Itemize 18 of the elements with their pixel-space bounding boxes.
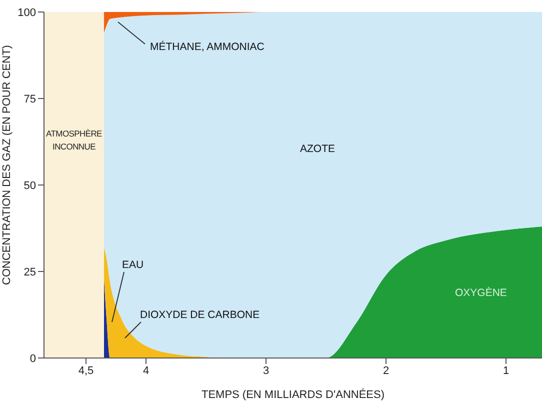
x-tick-label: 4 bbox=[142, 364, 150, 377]
text: MÉTHANE, AMMONIAC bbox=[150, 40, 265, 53]
x-tick-label: 2 bbox=[382, 364, 390, 377]
band-label: ATMOSPHÈRE INCONNUE bbox=[46, 128, 103, 152]
x-tick-label: 3 bbox=[262, 364, 270, 377]
series-label: AZOTE bbox=[300, 143, 336, 155]
series-label: EAU bbox=[122, 259, 144, 271]
series-label: DIOXYDE DE CARBONE bbox=[140, 309, 260, 321]
x-tick-label: 4,5 bbox=[78, 364, 94, 377]
y-tick-label: 50 bbox=[24, 180, 36, 192]
y-tick-label: 25 bbox=[24, 266, 36, 278]
y-tick-label: 100 bbox=[18, 6, 36, 19]
series-label: OXYGÈNE bbox=[455, 286, 507, 299]
y-tick-label: 0 bbox=[30, 352, 36, 365]
y-tick-label: 75 bbox=[24, 93, 36, 106]
x-axis-title: TEMPS (EN MILLIARDS D'ANNÉES) bbox=[201, 388, 385, 401]
y-axis-title: CONCENTRATION DES GAZ (EN POUR CENT) bbox=[0, 45, 13, 285]
x-tick-label: 1 bbox=[502, 364, 510, 377]
